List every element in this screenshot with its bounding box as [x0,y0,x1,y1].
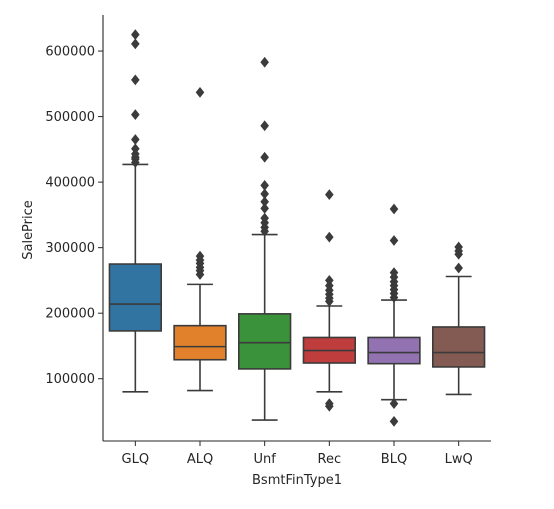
outlier-point [195,86,205,98]
y-tick-label: 200000 [45,307,95,322]
outlier-point [131,29,140,41]
outlier-point [131,143,140,155]
outlier-point [260,120,269,132]
outlier-point [195,250,205,262]
box-unf [238,56,292,421]
x-tick-label-blq: BLQ [381,452,407,467]
outlier-point [260,212,269,224]
x-tick-label-lwq: LwQ [445,452,473,467]
outlier-point [454,241,463,253]
y-tick-label: 500000 [45,110,95,125]
x-axis-label: BsmtFinType1 [252,473,342,488]
iqr-box [173,324,227,361]
outlier-point [454,262,463,274]
box-blq [367,203,421,427]
outlier-point [325,231,334,243]
outlier-point [389,415,399,427]
y-tick-label: 300000 [45,241,95,256]
y-tick-label: 600000 [45,45,95,60]
plot-area [108,29,486,427]
outlier-point [260,151,269,163]
y-axis-ticks: 100000 200000 300000 400000 500000 600000 [45,45,103,387]
iqr-box [238,313,292,370]
outlier-point [131,74,140,86]
y-tick-label: 400000 [45,176,95,191]
iqr-box [367,336,421,365]
outlier-point [389,235,399,246]
outlier-point [325,275,334,286]
outlier-point [260,202,269,214]
box-rec [302,189,357,412]
outlier-point [325,189,334,200]
y-axis-label: SalePrice [21,200,36,260]
outlier-point [389,203,399,215]
outlier-point [131,134,140,145]
x-tick-label-unf: Unf [253,452,276,467]
box-lwq [431,241,486,396]
outlier-point [389,267,399,278]
iqr-box [431,326,486,368]
x-tick-label-glq: GLQ [122,452,150,467]
box-alq [173,86,227,392]
box-glq [108,29,163,393]
outlier-point [260,56,269,68]
outlier-point [325,398,334,410]
outlier-point [131,109,140,120]
x-axis-ticks: GLQ ALQ Unf Rec BLQ LwQ [122,441,473,467]
outlier-point [131,38,140,50]
outlier-point [260,188,269,200]
outlier-point [260,180,269,191]
x-tick-label-rec: Rec [318,452,342,467]
outlier-point [389,398,399,410]
y-tick-label: 100000 [45,372,95,387]
x-tick-label-alq: ALQ [187,452,213,467]
iqr-box [108,263,163,332]
outlier-point [260,196,269,208]
